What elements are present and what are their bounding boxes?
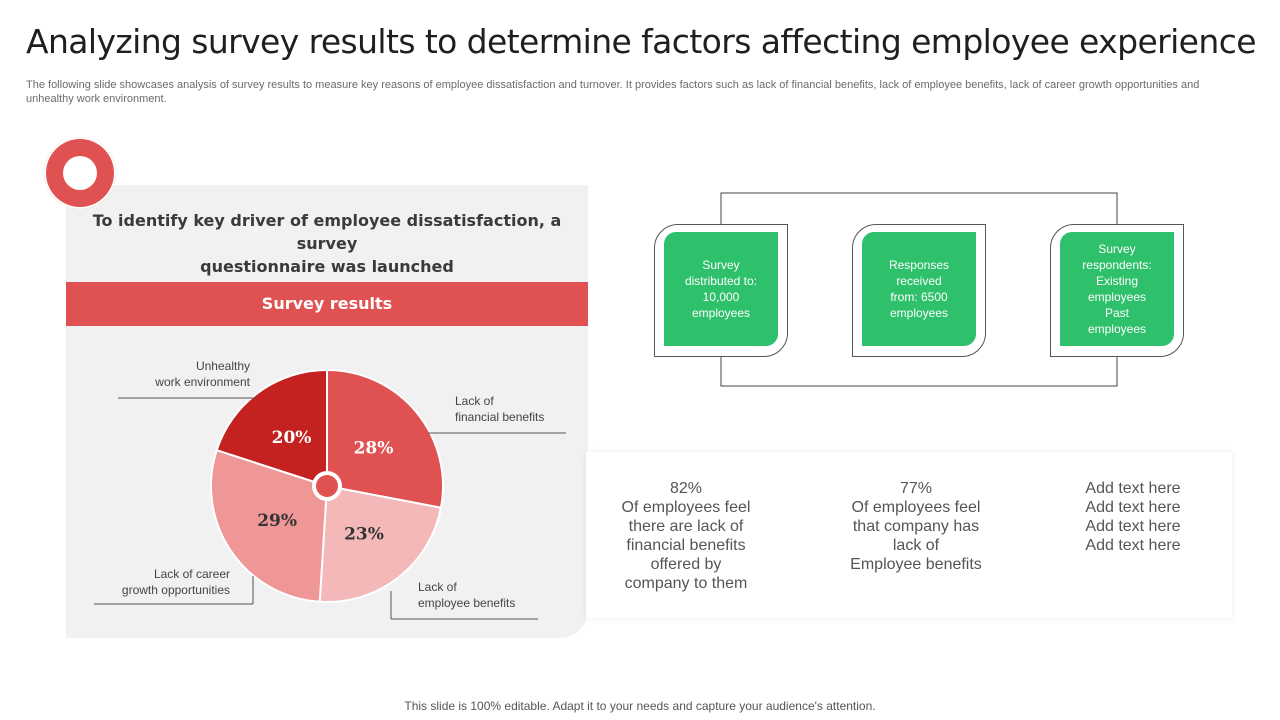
pie-category-label-line: Lack of: [455, 394, 494, 408]
stat-line: Of employees feel: [621, 499, 751, 516]
stat-line: Employee benefits: [850, 556, 982, 573]
flow-box: Survey distributed to: 10,000 employees: [664, 232, 778, 346]
flow-box-line: respondents:: [1082, 258, 1152, 272]
flow-box-line: Past: [1104, 306, 1129, 320]
stat-line: Add text here: [1085, 537, 1181, 554]
pie-category-label-line: Lack of: [418, 580, 457, 594]
pie-category-label: Unhealthy work environment: [118, 358, 250, 390]
stat-block: Add text here Add text here Add text here A…: [1048, 479, 1218, 555]
pie-slice: [318, 484, 443, 603]
pie-category-label-line: Lack of career: [153, 567, 230, 581]
flow-box-line: distributed to:: [684, 274, 758, 288]
stats-card: [586, 452, 1232, 618]
pie-chart: 28% 23% 29% 20%: [94, 368, 566, 620]
pie-value-label: 23%: [344, 525, 384, 545]
stat-line: Add text here: [1085, 518, 1181, 535]
pie-value-label: 28%: [354, 439, 394, 459]
pie-category-label: Lack of career growth opportunities: [98, 566, 230, 598]
stat-line: offered by: [650, 556, 722, 573]
pie-category-label-line: work environment: [155, 375, 250, 389]
stat-block: 77% Of employees feel that company has lack…: [831, 479, 1001, 574]
pie-slice: [215, 368, 328, 488]
pie-value-label: 29%: [257, 511, 297, 531]
flow-box: Responses received from: 6500 employees: [862, 232, 976, 346]
stat-line: financial benefits: [626, 537, 746, 554]
ring-icon: [44, 137, 116, 209]
slide-subtitle: The following slide showcases analysis o…: [26, 79, 1200, 105]
pie-category-label-line: employee benefits: [418, 596, 516, 610]
stat-line: Add text here: [1085, 480, 1181, 497]
pie-slice: [210, 448, 329, 603]
flow-box-line: 10,000: [702, 290, 740, 304]
flow-box: Survey respondents: Existing employees Past e…: [1060, 232, 1174, 346]
pie-center-dot: [316, 475, 338, 497]
pie-category-label-line: growth opportunities: [121, 583, 230, 597]
panel-heading-line-1: To identify key driver of employee dissa…: [92, 211, 562, 253]
pie-slice: [326, 368, 444, 509]
flow-box-line: Survey: [1098, 242, 1136, 256]
slide-footer: This slide is 100% editable. Adapt it to…: [404, 699, 876, 713]
pie-category-label: Lack of financial benefits: [455, 393, 544, 425]
flow-box-line: employees: [1087, 322, 1147, 336]
stat-line: that company has: [852, 518, 980, 535]
stat-line: Of employees feel: [851, 499, 981, 516]
stat-line: 77%: [899, 480, 933, 497]
stat-line: lack of: [892, 537, 940, 554]
panel-heading: To identify key driver of employee dissa…: [70, 209, 584, 278]
stat-line: Add text here: [1085, 499, 1181, 516]
flow-box-line: received: [896, 274, 942, 288]
pie-category-label-line: financial benefits: [455, 410, 545, 424]
flow-box-line: employees: [1087, 290, 1147, 304]
flow-box-line: Existing: [1095, 274, 1139, 288]
flow-box-line: from: 6500: [890, 290, 948, 304]
flow-box-line: Responses: [888, 258, 950, 272]
flow-box-line: Survey: [702, 258, 740, 272]
flow-box-line: employees: [691, 306, 751, 320]
stat-block: 82% Of employees feel there are lack of fin…: [601, 479, 771, 593]
survey-results-bar: Survey results: [66, 282, 588, 326]
stat-line: company to them: [624, 575, 748, 592]
panel-heading-line-2: questionnaire was launched: [200, 257, 454, 276]
slide-title: Analyzing survey results to determine fa…: [26, 22, 1257, 61]
pie-value-label: 20%: [272, 428, 312, 448]
stat-line: there are lack of: [628, 518, 744, 535]
pie-category-label: Lack of employee benefits: [418, 579, 515, 611]
flow-box-line: employees: [889, 306, 949, 320]
pie-category-label-line: Unhealthy: [195, 359, 250, 373]
stat-line: 82%: [669, 480, 703, 497]
